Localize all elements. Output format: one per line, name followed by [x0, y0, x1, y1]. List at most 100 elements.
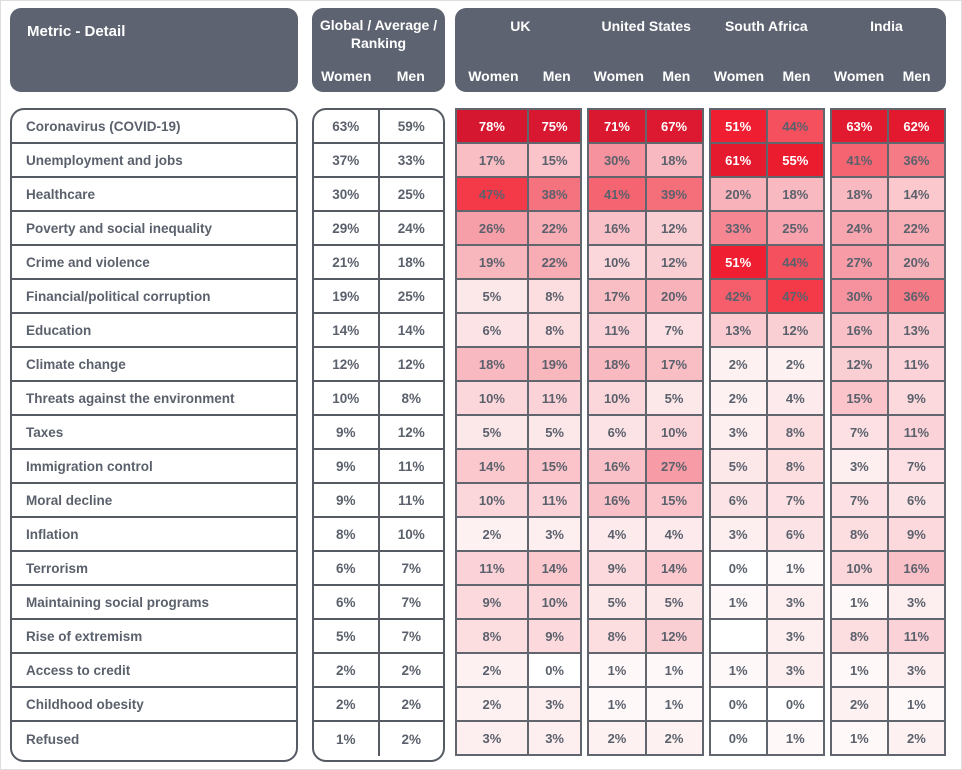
heatmap-cell: 44% [767, 246, 823, 278]
global-value-cell: 30% [314, 178, 380, 210]
heatmap-cell: 12% [831, 348, 887, 380]
heatmap-cell: 11% [528, 382, 581, 414]
metric-label: Moral decline [26, 492, 113, 508]
heatmap-cell: 3% [888, 586, 944, 618]
heatmap-cell: 3% [457, 722, 527, 754]
heatmap-cell: 2% [767, 348, 823, 380]
women-label: Women [468, 68, 519, 84]
metric-row: Healthcare [12, 178, 296, 212]
heatmap-country-group: 71% 67% 30% 18% 41% 39% 16% 12% 10% 12% 17% 20% 11% 7… [587, 108, 704, 756]
heatmap-cell: 61% [710, 144, 766, 176]
country-label: United States [601, 18, 691, 34]
global-row: 14% 14% [314, 314, 443, 348]
global-value-cell: 37% [314, 144, 380, 176]
heatmap-cell: 36% [888, 144, 944, 176]
heatmap-country-group: 51% 44% 61% 55% 20% 18% 33% 25% 51% 44% 42% 47% 13% 1… [708, 108, 825, 756]
global-value-cell: 8% [314, 518, 380, 550]
heatmap-cell: 19% [457, 246, 527, 278]
metric-column-header: Metric - Detail [10, 8, 298, 92]
heatmap-cell: 0% [767, 688, 823, 720]
global-values: 63% 59% 37% 33% 30% 25% 29% 24% 21% 18% 19% 25% 14% 1… [312, 108, 445, 762]
country-subcolumn-labels: Women Men [709, 68, 824, 84]
metric-row: Terrorism [12, 552, 296, 586]
heatmap-cell: 0% [528, 654, 581, 686]
heatmap-cell: 5% [589, 586, 645, 618]
heatmap-cell: 1% [646, 688, 702, 720]
heatmap-cell: 63% [831, 110, 887, 142]
metric-row: Climate change [12, 348, 296, 382]
metric-row: Poverty and social inequality [12, 212, 296, 246]
heatmap-cell: 5% [457, 416, 527, 448]
global-value-cell: 2% [401, 696, 421, 712]
heatmap-cell: 5% [528, 416, 581, 448]
heatmap-cell: 2% [589, 722, 645, 754]
men-label: Men [782, 68, 811, 84]
global-value-cell: 19% [314, 280, 380, 312]
heatmap-cell: 38% [528, 178, 581, 210]
metric-row: Financial/political corruption [12, 280, 296, 314]
heatmap-cell: 1% [831, 722, 887, 754]
heatmap-cell: 1% [646, 654, 702, 686]
heatmap-cell: 10% [457, 382, 527, 414]
global-value-cell: 1% [314, 722, 380, 756]
global-row: 6% 7% [314, 552, 443, 586]
heatmap: 78% 75% 17% 15% 47% 38% 26% 22% 19% 22% 5% 8% 6% 8% 18… [455, 108, 946, 756]
global-value-cell: 7% [401, 594, 421, 610]
metric-label: Education [26, 322, 92, 338]
heatmap-cell: 20% [710, 178, 766, 210]
metric-label: Financial/political corruption [26, 288, 211, 304]
global-value-cell: 2% [401, 662, 421, 678]
metric-row: Crime and violence [12, 246, 296, 280]
heatmap-cell: 12% [646, 246, 702, 278]
global-row: 10% 8% [314, 382, 443, 416]
global-value-cell: 63% [314, 110, 380, 142]
global-row: 29% 24% [314, 212, 443, 246]
heatmap-cell: 16% [589, 484, 645, 516]
metric-label: Poverty and social inequality [26, 220, 213, 236]
heatmap-country-group: 78% 75% 17% 15% 47% 38% 26% 22% 19% 22% 5% 8% 6% 8% 18… [455, 108, 583, 756]
metric-row: Unemployment and jobs [12, 144, 296, 178]
global-row: 30% 25% [314, 178, 443, 212]
heatmap-cell: 13% [710, 314, 766, 346]
heatmap-cell: 1% [831, 654, 887, 686]
heatmap-cell: 5% [710, 450, 766, 482]
global-value-cell: 12% [397, 424, 425, 440]
heatmap-cell: 19% [528, 348, 581, 380]
heatmap-cell: 30% [831, 280, 887, 312]
heatmap-cell: 67% [646, 110, 702, 142]
heatmap-cell: 22% [528, 212, 581, 244]
heatmap-cell: 5% [646, 382, 702, 414]
global-value-cell: 7% [401, 560, 421, 576]
metric-row: Inflation [12, 518, 296, 552]
country-subcolumn-labels: Women Men [589, 68, 704, 84]
metric-label: Healthcare [26, 186, 96, 202]
heatmap-cell: 17% [457, 144, 527, 176]
heatmap-cell: 11% [888, 416, 944, 448]
metric-row: Refused [12, 722, 296, 756]
global-value-cell: 12% [314, 348, 380, 380]
heatmap-cell: 24% [831, 212, 887, 244]
heatmap-cell: 3% [528, 688, 581, 720]
global-value-cell: 29% [314, 212, 380, 244]
metric-row: Coronavirus (COVID-19) [12, 110, 296, 144]
metric-row: Taxes [12, 416, 296, 450]
heatmap-cell: 30% [589, 144, 645, 176]
country-label: India [870, 18, 903, 34]
heatmap-cell: 25% [767, 212, 823, 244]
global-row: 8% 10% [314, 518, 443, 552]
heatmap-cell: 3% [767, 654, 823, 686]
heatmap-cell: 10% [457, 484, 527, 516]
metric-label: Unemployment and jobs [26, 152, 183, 168]
metric-label: Threats against the environment [26, 390, 235, 406]
metric-label: Terrorism [26, 560, 89, 576]
heatmap-cell: 47% [767, 280, 823, 312]
heatmap-cell: 8% [457, 620, 527, 652]
heatmap-cell: 16% [589, 212, 645, 244]
heatmap-cell: 14% [528, 552, 581, 584]
heatmap-cell: 51% [710, 110, 766, 142]
metric-label: Refused [26, 731, 80, 747]
metric-row: Maintaining social programs [12, 586, 296, 620]
heatmap-cell: 15% [646, 484, 702, 516]
country-label: South Africa [724, 18, 808, 34]
men-label: Men [542, 68, 571, 84]
